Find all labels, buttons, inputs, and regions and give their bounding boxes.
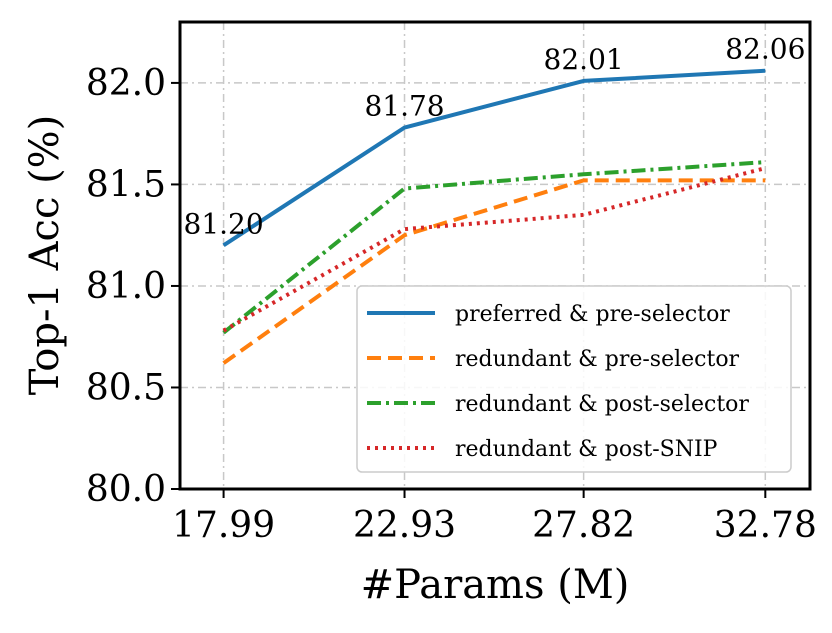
data-label: 82.06: [725, 33, 805, 66]
x-tick-label: 27.82: [532, 505, 635, 546]
legend-label: redundant & post-selector: [455, 392, 749, 417]
y-tick-label: 81.0: [86, 266, 166, 307]
y-axis-title: Top-1 Acc (%): [22, 115, 68, 396]
y-tick-label: 80.5: [86, 367, 166, 408]
legend-label: redundant & post-SNIP: [455, 437, 718, 462]
series-line-3: [222, 160, 766, 335]
y-tick-label: 80.0: [86, 469, 166, 510]
plot-frame: [178, 20, 812, 491]
series-line-4: [222, 166, 766, 333]
legend-box: [356, 285, 792, 473]
series-lines: [222, 68, 766, 365]
y-tick-label: 82.0: [86, 63, 166, 104]
data-label: 81.20: [184, 207, 264, 240]
legend-label: preferred & pre-selector: [455, 302, 730, 327]
axes: 17.99 22.93 27.82 32.78 80.0 80.5 81.0 81.5 82.0: [86, 63, 817, 546]
x-tick-label: 32.78: [714, 505, 817, 546]
data-label: 81.78: [364, 90, 444, 123]
data-labels: 81.20 81.78 82.01 82.06: [184, 33, 806, 241]
data-label: 82.01: [544, 43, 624, 76]
series-line-1: [222, 68, 766, 248]
x-axis-title: #Params (M): [361, 562, 630, 608]
x-tick-label: 17.99: [172, 505, 275, 546]
y-tick-label: 81.5: [86, 164, 166, 205]
legend: preferred & pre-selector redundant & pre-…: [356, 285, 792, 473]
legend-label: redundant & pre-selector: [455, 347, 740, 372]
x-tick-label: 22.93: [353, 505, 456, 546]
series-line-2: [222, 178, 766, 365]
